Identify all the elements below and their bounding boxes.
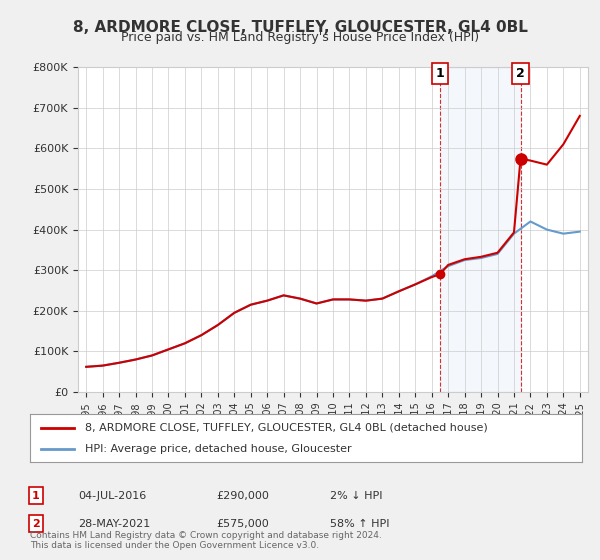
Text: £290,000: £290,000 [216, 491, 269, 501]
Text: 58% ↑ HPI: 58% ↑ HPI [330, 519, 389, 529]
Text: 28-MAY-2021: 28-MAY-2021 [78, 519, 150, 529]
Text: Price paid vs. HM Land Registry's House Price Index (HPI): Price paid vs. HM Land Registry's House … [121, 31, 479, 44]
Text: 1: 1 [32, 491, 40, 501]
Text: 2: 2 [516, 67, 525, 80]
Text: 04-JUL-2016: 04-JUL-2016 [78, 491, 146, 501]
Text: 8, ARDMORE CLOSE, TUFFLEY, GLOUCESTER, GL4 0BL: 8, ARDMORE CLOSE, TUFFLEY, GLOUCESTER, G… [73, 20, 527, 35]
Text: 2: 2 [32, 519, 40, 529]
Text: 2% ↓ HPI: 2% ↓ HPI [330, 491, 383, 501]
Text: 1: 1 [436, 67, 445, 80]
Text: £575,000: £575,000 [216, 519, 269, 529]
Bar [440, 67, 521, 392]
Text: HPI: Average price, detached house, Gloucester: HPI: Average price, detached house, Glou… [85, 444, 352, 454]
Text: 8, ARDMORE CLOSE, TUFFLEY, GLOUCESTER, GL4 0BL (detached house): 8, ARDMORE CLOSE, TUFFLEY, GLOUCESTER, G… [85, 423, 488, 433]
Text: Contains HM Land Registry data © Crown copyright and database right 2024.
This d: Contains HM Land Registry data © Crown c… [30, 530, 382, 550]
